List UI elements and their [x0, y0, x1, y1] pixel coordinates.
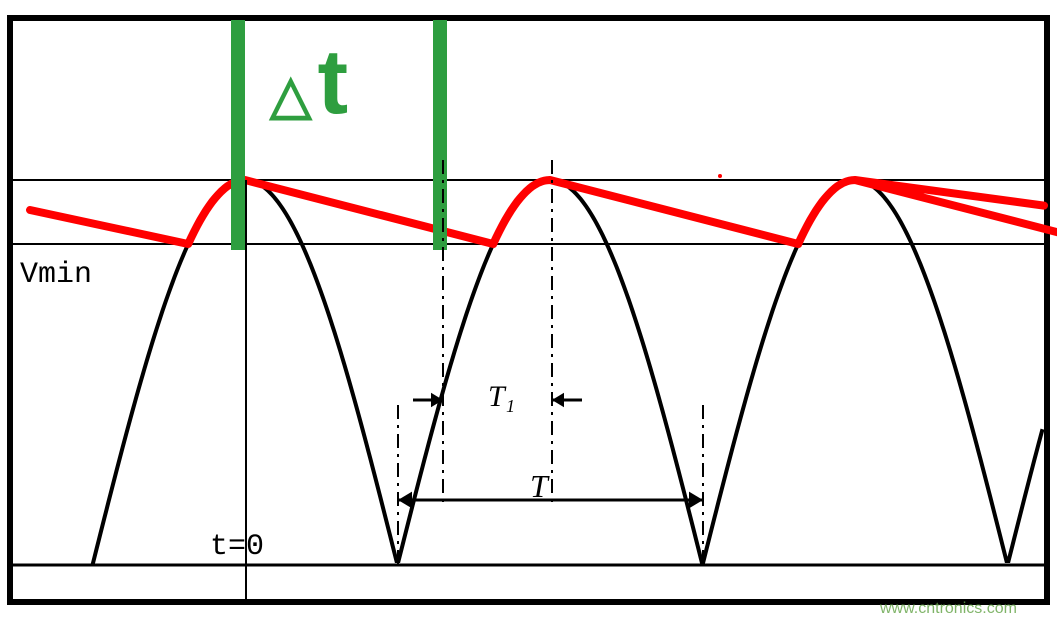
delta-t-letter: t — [318, 31, 349, 133]
delta-symbol: △ — [270, 65, 312, 125]
vmin-label: Vmin — [20, 258, 92, 292]
delta-t-label: △t — [270, 30, 348, 135]
period-label: T — [530, 468, 548, 505]
diagram-svg — [0, 0, 1057, 628]
diagram-canvas: △t Vmin t=0 T₁ T www.cntronics.com — [0, 0, 1057, 628]
t1-label: T₁ — [488, 380, 515, 414]
t-zero-label: t=0 — [210, 530, 264, 564]
watermark-text: www.cntronics.com — [880, 600, 1017, 618]
